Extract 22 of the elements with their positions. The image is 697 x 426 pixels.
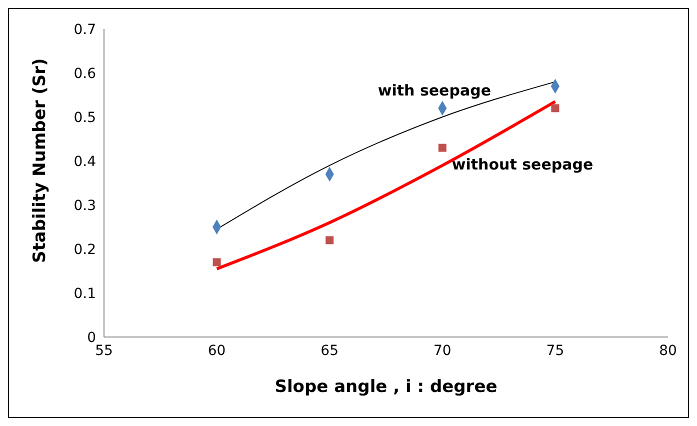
x-tick-label: 75 bbox=[546, 342, 564, 359]
x-tick-label: 80 bbox=[659, 342, 677, 359]
x-axis-title: Slope angle , i : degree bbox=[274, 377, 498, 397]
y-tick-label: 0.5 bbox=[74, 110, 96, 126]
x-tick-label: 60 bbox=[208, 342, 226, 359]
y-tick-label: 0.3 bbox=[74, 198, 96, 214]
y-tick-label: 0 bbox=[87, 330, 96, 346]
series-label: without seepage bbox=[452, 155, 594, 174]
y-tick-label: 0.7 bbox=[74, 22, 96, 38]
y-tick-label: 0.1 bbox=[74, 286, 96, 302]
y-tick-label: 0.2 bbox=[74, 242, 96, 258]
point bbox=[438, 144, 446, 152]
y-tick-label: 0.6 bbox=[74, 66, 96, 82]
point bbox=[212, 258, 221, 266]
x-tick-label: 55 bbox=[95, 342, 113, 359]
y-axis-title: Stability Number (Sr) bbox=[30, 58, 50, 263]
y-tick-label: 0.4 bbox=[74, 154, 96, 170]
point bbox=[551, 104, 560, 112]
point bbox=[326, 236, 334, 244]
x-tick-label: 65 bbox=[320, 342, 339, 359]
x-tick-label: 70 bbox=[433, 342, 452, 359]
series-label: with seepage bbox=[378, 82, 492, 100]
